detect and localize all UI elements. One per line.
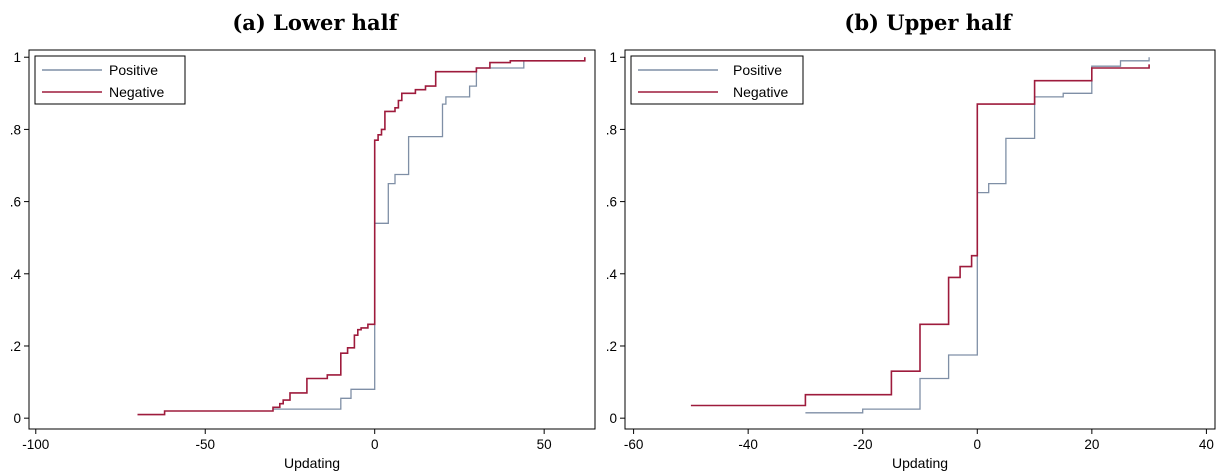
y-tick-label: .6 xyxy=(10,195,21,210)
x-tick-label: -40 xyxy=(738,437,758,452)
x-tick-label: 40 xyxy=(1199,437,1214,452)
legend-box xyxy=(630,55,804,105)
panel-title: (b) Upper half xyxy=(844,10,1013,35)
legend-label-negative: Negative xyxy=(733,84,788,100)
series-line-negative xyxy=(690,64,1150,407)
tick-layer: -60 -40 -20 0 20 40 0 .2 .4 .6 .8 1 xyxy=(606,50,1214,452)
y-tick-label: .4 xyxy=(606,267,618,282)
x-tick-label: -100 xyxy=(22,437,49,452)
y-tick-label: .6 xyxy=(606,195,617,210)
x-tick-label: -50 xyxy=(195,437,215,452)
x-tick-label: -60 xyxy=(624,437,644,452)
x-axis-label: Updating xyxy=(284,455,340,471)
y-tick-label: 1 xyxy=(609,50,617,65)
tick-layer: -100 -50 0 50 0 .2 .4 .6 .8 1 xyxy=(10,50,552,452)
y-tick-label: .8 xyxy=(606,122,617,137)
panel-lower-half: (a) Lower half -100 -50 0 50 0 .2 .4 .6 .8 1 Upda… xyxy=(10,10,596,471)
x-tick-label: -20 xyxy=(853,437,873,452)
y-tick-label: 0 xyxy=(13,411,21,426)
series-line-negative xyxy=(137,57,586,416)
legend: Positive Negative xyxy=(34,55,186,105)
panel-upper-half: (b) Upper half -60 -40 -20 0 20 400.2.4.6.81 … xyxy=(606,10,1216,471)
legend: Positive Negative xyxy=(630,55,804,105)
y-tick-label: .2 xyxy=(10,339,21,354)
series-line-positive xyxy=(273,57,586,410)
x-tick-label: 0 xyxy=(974,437,982,452)
series-line-positive xyxy=(805,57,1150,414)
y-tick-label: 1 xyxy=(13,50,21,65)
y-tick-label: .4 xyxy=(10,267,22,282)
y-tick-label: .2 xyxy=(606,339,617,354)
x-axis-label: Updating xyxy=(892,455,948,471)
y-tick-label: 0 xyxy=(609,411,617,426)
panel-title: (a) Lower half xyxy=(232,10,399,35)
plot-frame xyxy=(624,49,1216,430)
y-tick-label: .8 xyxy=(10,122,21,137)
x-tick-label: 50 xyxy=(537,437,552,452)
legend-label-positive: Positive xyxy=(733,62,782,78)
legend-label-negative: Negative xyxy=(109,84,164,100)
x-tick-label: 20 xyxy=(1084,437,1099,452)
series-layer xyxy=(690,57,1150,414)
legend-box xyxy=(34,55,186,105)
x-tick-label: 0 xyxy=(371,437,379,452)
series-layer xyxy=(137,57,586,416)
legend-label-positive: Positive xyxy=(109,62,158,78)
plot-frame xyxy=(28,49,596,430)
